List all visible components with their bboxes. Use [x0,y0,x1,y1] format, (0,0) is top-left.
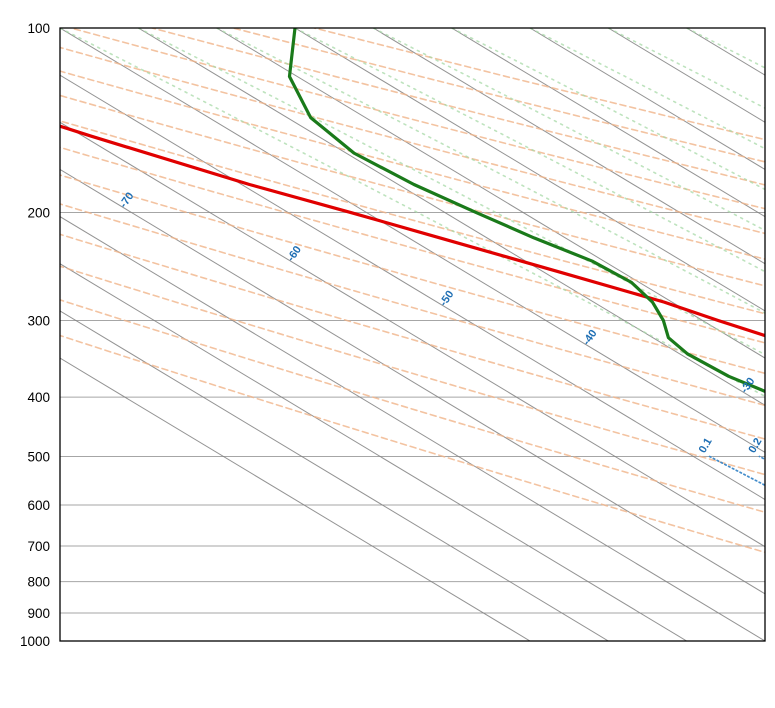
y-tick-label-500: 500 [27,449,50,464]
y-tick-label-800: 800 [27,575,50,590]
y-tick-label-300: 300 [27,313,50,328]
y-tick-label-100: 100 [27,21,50,36]
y-tick-label-700: 700 [27,539,50,554]
skewt-svg: -40-30-20-100102030405010020030040050060… [0,0,775,708]
y-tick-label-200: 200 [27,206,50,221]
y-tick-label-900: 900 [27,606,50,621]
y-tick-label-600: 600 [27,498,50,513]
y-tick-label-1000: 1000 [20,634,50,649]
background-line [765,28,775,641]
skewt-chart: -40-30-20-100102030405010020030040050060… [0,0,775,708]
y-tick-label-400: 400 [27,390,50,405]
